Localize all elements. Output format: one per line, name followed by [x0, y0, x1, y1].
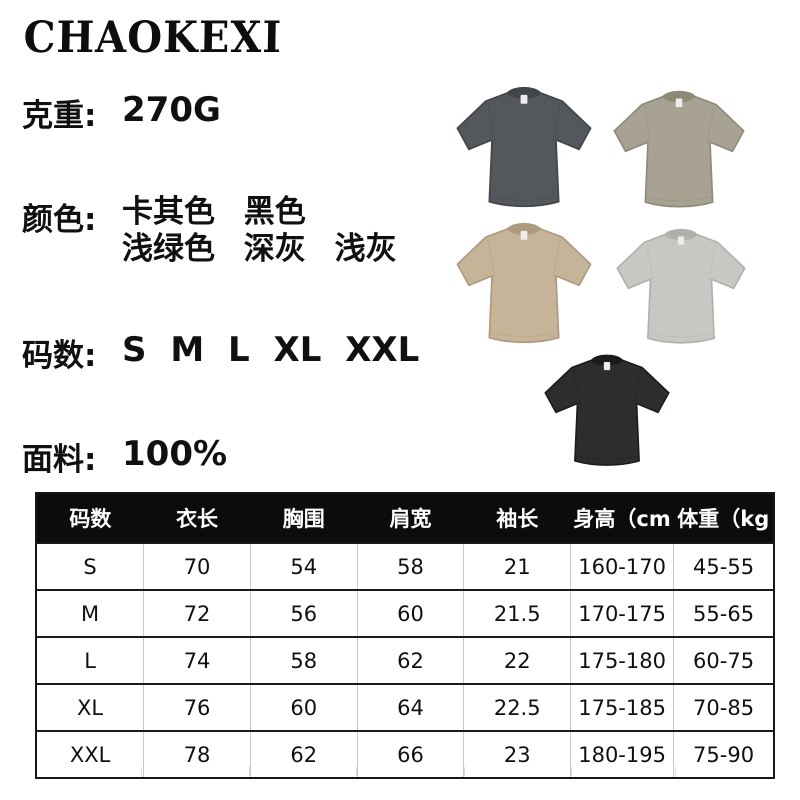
table-row: XXL 78 62 66 23 180-195 75-90	[36, 730, 774, 778]
column-header: 衣长	[143, 493, 251, 543]
brand-logo: CHAOKEXI	[23, 12, 283, 63]
table-cell: 21.5	[463, 589, 571, 637]
tshirt-image	[446, 82, 602, 218]
table-cell: XXL	[36, 730, 144, 778]
table-cell: 66	[356, 730, 464, 778]
table-cell: 175-180	[570, 636, 674, 684]
table-row: S 70 54 58 21 160-170 45-55	[36, 542, 774, 590]
table-cell: 170-175	[570, 589, 674, 637]
column-header: 身高（cm	[570, 493, 674, 543]
spec-size-row: 码数: S M L XL XXL	[22, 330, 419, 375]
table-cell: M	[36, 589, 144, 637]
size-table: 码数 衣长 胸围 肩宽 袖长 身高（cm 体重（kg S 70 54 58 21 160-170 45-…	[35, 492, 775, 779]
table-cell: 180-195	[570, 730, 674, 778]
table-cell: 76	[143, 683, 251, 731]
column-header: 码数	[36, 493, 144, 543]
grid-stub	[465, 767, 573, 776]
table-cell: 60	[356, 589, 464, 637]
tshirt-image	[446, 218, 602, 354]
column-header: 肩宽	[357, 493, 464, 543]
spec-weight-value: 270G	[122, 90, 221, 130]
table-cell: 78	[143, 730, 251, 778]
table-cell: 55-65	[673, 589, 774, 637]
neck-tag	[677, 236, 685, 245]
table-cell: 70	[143, 542, 251, 590]
grid-stub	[357, 767, 465, 776]
table-cell: 72	[143, 589, 251, 637]
table-row: M 72 56 60 21.5 170-175 55-65	[36, 589, 774, 637]
table-row: L 74 58 62 22 175-180 60-75	[36, 636, 774, 684]
grid-stub	[35, 767, 143, 776]
table-cell: 60-75	[673, 636, 774, 684]
spec-weight-row: 克重: 270G	[22, 90, 221, 135]
table-cell: 23	[463, 730, 571, 778]
column-header: 袖长	[463, 493, 571, 543]
grid-stub	[676, 767, 775, 776]
table-cell: 62	[249, 730, 358, 778]
table-cell: L	[36, 636, 144, 684]
spec-color-row: 颜色: 卡其色 黑色 浅绿色 深灰 浅灰	[22, 194, 397, 268]
table-cell: 160-170	[570, 542, 674, 590]
table-cell: S	[36, 542, 144, 590]
spec-size-label: 码数:	[22, 338, 97, 374]
table-cell: 58	[356, 542, 464, 590]
table-cell: 22	[463, 636, 571, 684]
neck-tag	[603, 361, 611, 371]
grid-stub	[142, 767, 250, 776]
table-cell: 175-185	[570, 683, 674, 731]
table-cell: XL	[36, 683, 144, 731]
table-cell: 60	[249, 683, 358, 731]
table-cell: 64	[356, 683, 464, 731]
neck-tag	[520, 230, 528, 240]
table-cell: 62	[356, 636, 464, 684]
table-cell: 21	[463, 542, 571, 590]
column-header: 体重（kg	[673, 493, 774, 543]
grid-stub	[572, 767, 676, 776]
tshirt-image	[600, 224, 762, 354]
spec-fabric-value: 100%	[122, 434, 228, 474]
tshirt-image	[598, 86, 760, 218]
neck-tag	[675, 98, 683, 108]
table-cell: 58	[249, 636, 358, 684]
spec-color-line2: 浅绿色 深灰 浅灰	[122, 231, 397, 267]
neck-tag	[520, 94, 528, 104]
table-cell: 56	[249, 589, 358, 637]
table-cell: 74	[143, 636, 251, 684]
spec-size-value: S M L XL XXL	[122, 330, 420, 370]
size-table-header-row: 码数 衣长 胸围 肩宽 袖长 身高（cm 体重（kg	[36, 493, 774, 543]
column-header: 胸围	[250, 493, 358, 543]
spec-color-values: 卡其色 黑色 浅绿色 深灰 浅灰	[122, 194, 397, 268]
table-cell: 70-85	[673, 683, 774, 731]
table-cell: 45-55	[673, 542, 774, 590]
spec-color-line1: 卡其色 黑色	[122, 194, 306, 230]
table-grid-stubs	[35, 767, 775, 776]
size-table-body: S 70 54 58 21 160-170 45-55 M 72 56 60 21.5 170-175 5…	[36, 542, 774, 778]
spec-fabric-row: 面料: 100%	[22, 434, 227, 479]
table-cell: 75-90	[673, 730, 774, 778]
table-cell: 22.5	[463, 683, 571, 731]
spec-fabric-label: 面料:	[22, 442, 97, 478]
spec-weight-label: 克重:	[22, 98, 97, 134]
grid-stub	[250, 767, 358, 776]
spec-color-label: 颜色:	[22, 202, 97, 238]
tshirt-image	[526, 350, 688, 476]
table-cell: 54	[249, 542, 358, 590]
table-row: XL 76 60 64 22.5 175-185 70-85	[36, 683, 774, 731]
